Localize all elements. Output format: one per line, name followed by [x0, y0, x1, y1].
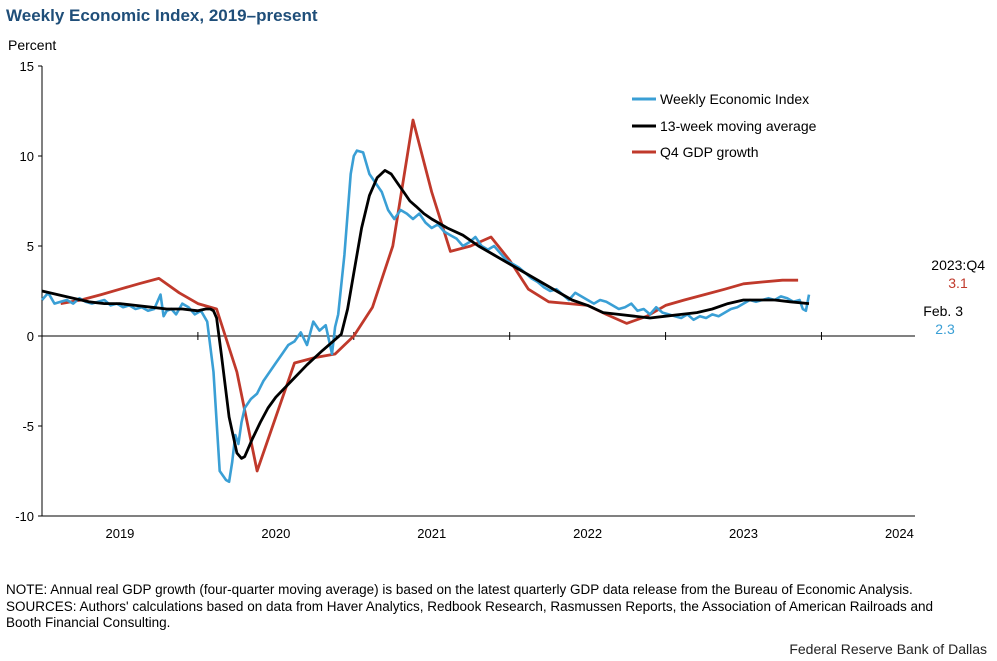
x-tick-label: 2024 — [885, 526, 914, 541]
gdp-end-label: 2023:Q4 — [931, 257, 985, 273]
legend-label-gdp: Q4 GDP growth — [660, 144, 759, 160]
x-tick-label: 2021 — [417, 526, 446, 541]
y-tick-label: 5 — [27, 239, 34, 254]
x-tick-label: 2019 — [105, 526, 134, 541]
legend-label-ma: 13-week moving average — [660, 118, 817, 134]
chart-title: Weekly Economic Index, 2019–present — [6, 6, 318, 25]
chart-notes: NOTE: Annual real GDP growth (four-quart… — [6, 582, 966, 632]
note-line: NOTE: Annual real GDP growth (four-quart… — [6, 582, 913, 597]
wei-end-label: Feb. 3 — [923, 303, 963, 319]
end-annotations: 2023:Q4 3.1 Feb. 3 2.3 — [923, 257, 985, 337]
wei-end-value: 2.3 — [935, 321, 955, 337]
y-tick-label: -5 — [22, 419, 34, 434]
y-tick-label: 0 — [27, 329, 34, 344]
x-tick-label: 2022 — [573, 526, 602, 541]
series-line-weekly-economic-index — [41, 149, 811, 484]
sources-line: SOURCES: Authors' calculations based on … — [6, 598, 934, 631]
series-layer — [41, 118, 811, 484]
series-line-gdp-growth — [60, 118, 799, 473]
legend: Weekly Economic Index 13-week moving ave… — [632, 91, 817, 160]
x-tick-label: 2020 — [261, 526, 290, 541]
gdp-end-value: 3.1 — [948, 275, 968, 291]
y-tick-label: 15 — [20, 59, 34, 74]
line-chart: 15 10 5 0 -5 -10 2019 2020 2021 2022 2023 2024 Week… — [15, 59, 985, 541]
axes: 15 10 5 0 -5 -10 2019 2020 2021 2022 2023 2024 — [15, 59, 915, 541]
y-axis-label: Percent — [8, 37, 57, 53]
legend-label-wei: Weekly Economic Index — [660, 91, 809, 107]
series-line-moving-average — [41, 168, 810, 460]
x-tick-label: 2023 — [729, 526, 758, 541]
y-tick-label: -10 — [15, 509, 34, 524]
source-credit: Federal Reserve Bank of Dallas — [789, 641, 987, 657]
y-tick-label: 10 — [20, 149, 34, 164]
